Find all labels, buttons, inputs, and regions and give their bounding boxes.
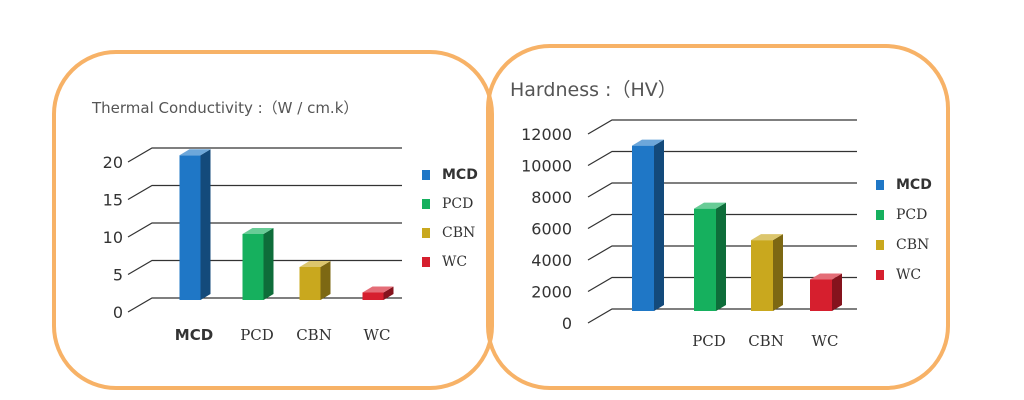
bar-wc [810, 273, 842, 311]
y-tick-label: 10000 [521, 157, 572, 176]
gridline [587, 182, 857, 198]
bar-side [716, 202, 726, 311]
bar-cbn [299, 261, 331, 300]
legend-item-wc: WC [422, 254, 467, 270]
gridline [587, 150, 857, 167]
legend-label: MCD [896, 177, 932, 193]
y-tick-label: 2000 [531, 283, 572, 302]
y-tick-label: 6000 [531, 220, 572, 239]
y-tick-label: 15 [103, 191, 123, 210]
bar-pcd [242, 228, 274, 300]
legend: MCD PCD CBN WC [422, 167, 478, 270]
bar-front [632, 145, 654, 311]
bar-side [654, 139, 664, 311]
bar-wc [362, 286, 394, 300]
legend-label: PCD [442, 196, 473, 212]
chart-frame [52, 50, 494, 390]
y-tick-label: 5 [113, 266, 123, 285]
bar-front [751, 240, 773, 311]
legend-swatch [876, 270, 884, 280]
bar-front [299, 267, 321, 300]
gridline [127, 184, 402, 201]
legend-item-cbn: CBN [876, 237, 929, 253]
x-category-label: MCD [175, 326, 213, 344]
legend-label: WC [896, 267, 921, 283]
bar-top [810, 273, 842, 280]
legend-swatch [422, 170, 430, 180]
legend: MCD PCD CBN WC [876, 177, 932, 283]
bar-side [200, 149, 211, 300]
legend-item-mcd: MCD [422, 167, 478, 183]
bar-front [362, 292, 384, 300]
legend-swatch [876, 210, 884, 220]
legend-label: WC [442, 254, 467, 270]
thermal-conductivity-chart: Thermal Conductivity :（W / cm.k） 0 5 10 15 20… [52, 50, 494, 390]
chart-title: Hardness :（HV） [510, 79, 677, 101]
y-tick-label: 0 [562, 314, 572, 333]
x-category-label: CBN [296, 326, 332, 344]
legend-label: CBN [442, 225, 475, 241]
y-tick-label: 10 [103, 228, 123, 247]
bar-front [242, 234, 264, 300]
legend-item-pcd: PCD [876, 207, 927, 223]
legend-swatch [422, 257, 430, 267]
bar-mcd [632, 139, 664, 311]
legend-swatch [876, 240, 884, 250]
y-tick-label: 4000 [531, 251, 572, 270]
y-tick-label: 12000 [521, 125, 572, 144]
bar-side [773, 234, 783, 311]
chart-frame [486, 44, 950, 390]
legend-label: CBN [896, 237, 929, 253]
gridline [587, 213, 857, 230]
x-category-label: WC [812, 332, 839, 350]
bar-side [832, 273, 842, 311]
legend-swatch [422, 199, 430, 209]
bar-cbn [751, 234, 783, 311]
legend-label: MCD [442, 167, 478, 183]
legend-label: PCD [896, 207, 927, 223]
legend-item-cbn: CBN [422, 225, 475, 241]
bar-front [810, 279, 832, 311]
legend-item-pcd: PCD [422, 196, 473, 212]
bar-top [362, 286, 394, 293]
gridline [127, 297, 402, 313]
gridline [127, 147, 402, 163]
bar-mcd [179, 149, 211, 300]
legend-item-wc: WC [876, 267, 921, 283]
gridline [587, 308, 857, 324]
gridline [587, 119, 857, 135]
bar-pcd [694, 202, 726, 311]
legend-swatch [422, 228, 430, 238]
x-category-label: PCD [692, 332, 726, 350]
y-tick-label: 8000 [531, 188, 572, 207]
bar-top [179, 149, 211, 156]
gridline [127, 222, 402, 238]
bar-side [383, 286, 394, 300]
bar-side [263, 228, 274, 300]
bar-top [299, 261, 331, 267]
bar-top [632, 139, 664, 146]
gridline [127, 259, 402, 276]
bar-top [242, 228, 274, 234]
bar-top [751, 234, 783, 241]
y-tick-label: 0 [113, 303, 123, 322]
bar-front [179, 155, 201, 300]
x-category-label: PCD [240, 326, 274, 344]
y-tick-label: 20 [103, 153, 123, 172]
bar-front [694, 208, 716, 311]
bar-side [320, 261, 331, 300]
bar-top [694, 202, 726, 209]
x-category-label: CBN [748, 332, 784, 350]
legend-swatch [876, 180, 884, 190]
legend-item-mcd: MCD [876, 177, 932, 193]
hardness-chart: Hardness :（HV） 0 2000 4000 6000 8000 10000 1200… [486, 44, 950, 390]
chart-title: Thermal Conductivity :（W / cm.k） [91, 99, 358, 117]
x-category-label: WC [364, 326, 391, 344]
